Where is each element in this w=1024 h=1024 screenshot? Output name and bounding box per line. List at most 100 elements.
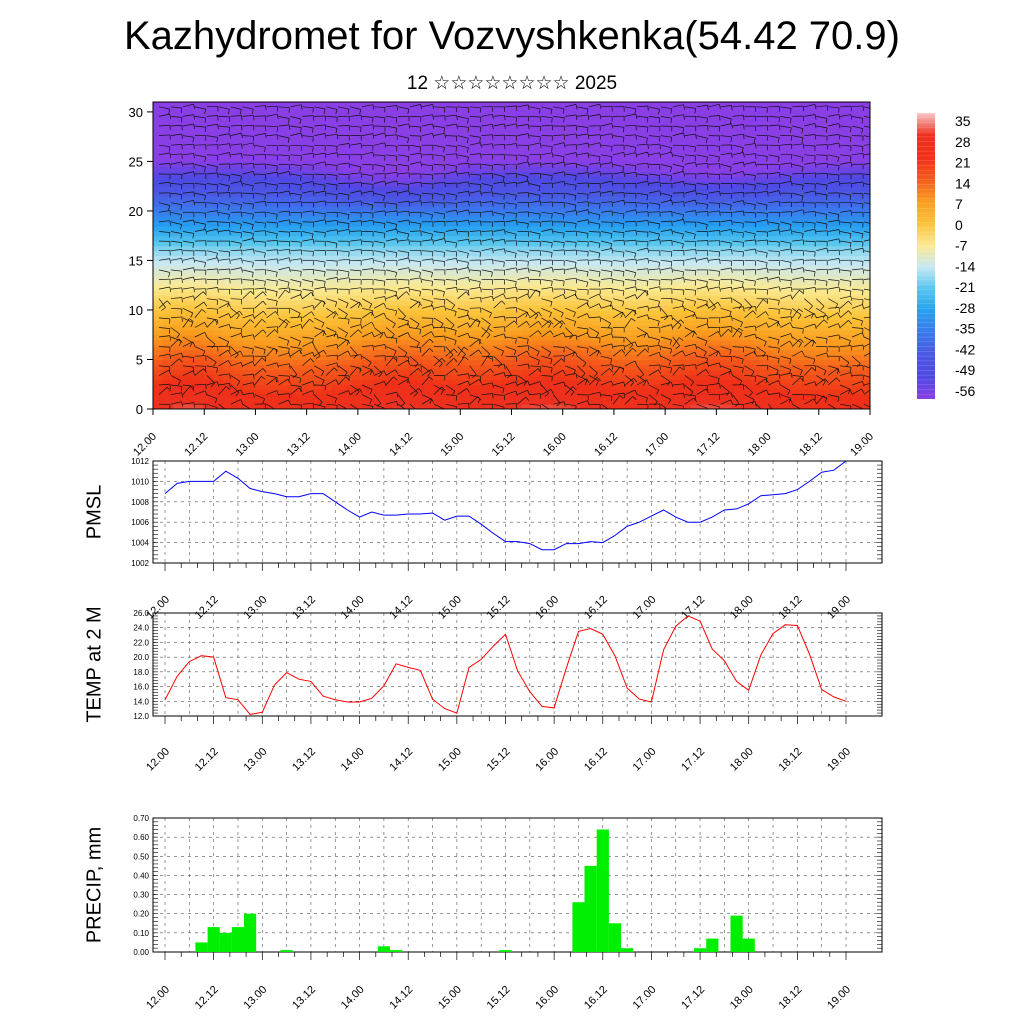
- heatmap-cell: [302, 191, 313, 197]
- heatmap-cell: [850, 102, 861, 108]
- heatmap-cell: [362, 255, 373, 262]
- heatmap-cell: [441, 191, 453, 197]
- heatmap-cell: [780, 255, 791, 262]
- heatmap-cell: [640, 126, 652, 133]
- heatmap-cell: [242, 404, 254, 409]
- heatmap-cells: [153, 102, 870, 409]
- heatmap-cell: [352, 250, 363, 257]
- heatmap-cell: [551, 364, 562, 370]
- wind-barb-flag: [224, 411, 227, 415]
- heatmap-cell: [411, 295, 423, 301]
- heatmap-cell: [481, 240, 493, 247]
- heatmap-cell: [531, 191, 542, 197]
- heatmap-cell: [441, 394, 453, 400]
- heatmap-cell: [342, 156, 353, 163]
- heatmap-cell: [551, 235, 562, 242]
- heatmap-cell: [292, 205, 303, 212]
- heatmap-cell: [461, 344, 473, 351]
- heatmap-cell: [810, 116, 821, 123]
- heatmap-cell: [292, 359, 303, 366]
- heatmap-cell: [860, 319, 870, 326]
- heatmap-cell: [611, 245, 622, 252]
- heatmap-cell: [332, 359, 343, 366]
- heatmap-cell: [272, 280, 284, 286]
- heatmap-cell: [760, 280, 772, 286]
- heatmap-cell: [860, 176, 870, 182]
- heatmap-cell: [810, 265, 821, 271]
- heatmap-cell: [401, 205, 413, 212]
- heatmap-cell: [710, 156, 722, 163]
- heatmap-cell: [421, 220, 433, 227]
- heatmap-cell: [252, 384, 264, 390]
- heatmap-cell: [800, 151, 811, 158]
- heatmap-cell: [780, 265, 791, 271]
- heatmap-cell: [392, 102, 403, 108]
- heatmap-cell: [770, 334, 781, 341]
- heatmap-cell: [242, 329, 254, 336]
- heatmap-cell: [342, 344, 353, 351]
- heatmap-cell: [262, 235, 274, 242]
- heatmap-cell: [153, 354, 164, 361]
- heatmap-cell: [501, 339, 513, 346]
- heatmap-cell: [441, 210, 453, 217]
- heatmap-cell: [650, 210, 662, 217]
- heatmap-cell: [362, 389, 373, 395]
- heatmap-cell: [690, 334, 702, 341]
- wind-barb-flag: [180, 233, 183, 239]
- heatmap-cell: [282, 319, 294, 326]
- heatmap-cell: [770, 389, 781, 395]
- heatmap-cell: [581, 220, 592, 227]
- heatmap-cell: [471, 399, 483, 405]
- heatmap-cell: [850, 131, 861, 138]
- heatmap-cell: [342, 354, 353, 361]
- heatmap-cell: [501, 354, 513, 361]
- heatmap-cell: [382, 359, 393, 366]
- heatmap-cell: [431, 364, 443, 370]
- heatmap-cell: [770, 225, 781, 232]
- heatmap-cell: [471, 384, 483, 390]
- heatmap-cell: [292, 255, 303, 262]
- heatmap-cell: [750, 314, 762, 321]
- heatmap-cell: [172, 196, 184, 202]
- heatmap-cell: [451, 176, 463, 182]
- heatmap-cell: [451, 339, 463, 346]
- heatmap-cell: [342, 285, 353, 291]
- heatmap-cell: [760, 102, 772, 108]
- heatmap-cell: [491, 260, 503, 266]
- wind-barb-flag: [227, 360, 232, 366]
- heatmap-cell: [850, 369, 861, 375]
- wind-barb-flag: [204, 332, 208, 338]
- heatmap-cell: [172, 102, 184, 108]
- heatmap-cell: [401, 161, 413, 167]
- heatmap-cell: [292, 141, 303, 148]
- heatmap-cell: [650, 339, 662, 346]
- heatmap-cell: [830, 141, 841, 148]
- heatmap-cell: [780, 171, 791, 177]
- heatmap-cell: [302, 285, 313, 291]
- heatmap-cell: [302, 166, 313, 172]
- heatmap-cell: [182, 404, 194, 409]
- heatmap-cell: [561, 116, 572, 123]
- heatmap-cell: [770, 255, 781, 262]
- heatmap-cell: [551, 240, 562, 247]
- heatmap-cell: [840, 215, 851, 222]
- heatmap-cell: [342, 116, 353, 123]
- heatmap-cell: [730, 270, 742, 276]
- wind-barb: [230, 106, 242, 110]
- heatmap-cell: [372, 364, 383, 370]
- heatmap-cell: [640, 171, 652, 177]
- wind-barb-flag: [168, 146, 171, 152]
- heatmap-cell: [312, 111, 323, 118]
- heatmap-cell: [541, 265, 552, 271]
- heatmap-cell: [481, 290, 493, 296]
- heatmap-cell: [252, 230, 264, 237]
- heatmap-cell: [521, 131, 533, 138]
- heatmap-cell: [790, 151, 801, 158]
- heatmap-cell: [840, 116, 851, 123]
- heatmap-cell: [591, 146, 602, 153]
- heatmap-cell: [621, 116, 632, 123]
- heatmap-cell: [182, 136, 194, 143]
- heatmap-cell: [650, 260, 662, 266]
- heatmap-cell: [272, 166, 284, 172]
- heatmap-cell: [531, 186, 542, 192]
